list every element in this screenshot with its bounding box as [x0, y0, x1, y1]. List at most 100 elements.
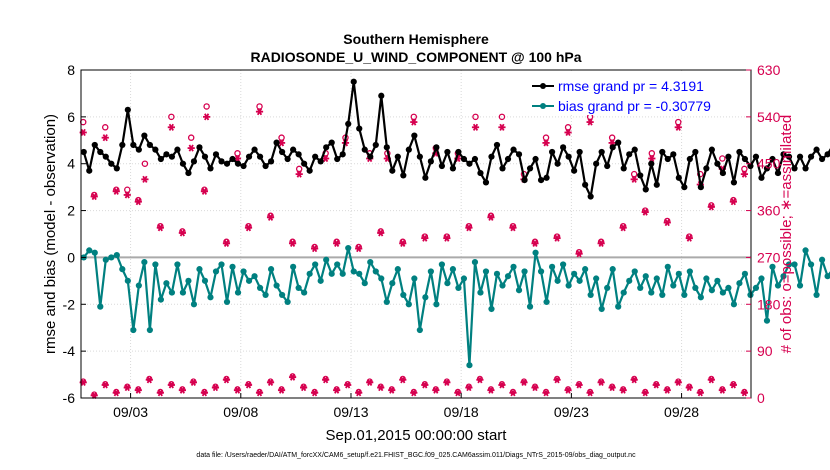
obs-assimilated-marker [344, 381, 352, 389]
obs-assimilated-marker [211, 384, 220, 392]
bias-point [670, 282, 677, 289]
rmse-point [229, 155, 236, 163]
bias-point [802, 247, 809, 254]
bias-point [179, 289, 187, 296]
rmse-point [383, 144, 390, 151]
obs-assimilated-marker [200, 389, 209, 397]
rmse-point [350, 78, 357, 85]
rmse-point [785, 153, 793, 160]
obs-possible-marker [630, 170, 638, 178]
right-axis-ticks: 0 90 180 270 360 450 540 630 [746, 62, 781, 406]
bias-point [284, 298, 291, 306]
rmse-point [334, 155, 341, 163]
rmse-point [631, 146, 638, 153]
left-tick-label: -6 [63, 390, 76, 406]
bias-point [681, 291, 688, 299]
obs-possible-marker [719, 155, 726, 162]
bias-point [394, 266, 401, 273]
rmse-point [697, 184, 704, 191]
obs-assimilated-marker [112, 187, 120, 195]
obs-assimilated-marker [509, 224, 517, 232]
bias-point [747, 291, 754, 299]
rmse-point [416, 153, 423, 160]
rmse-point [152, 146, 159, 153]
rmse-point [554, 160, 561, 167]
obs-assimilated-marker [178, 386, 186, 394]
rmse-point [301, 160, 308, 167]
obs-assimilated-marker [222, 376, 231, 384]
rmse-point [317, 158, 324, 165]
obs-assimilated-marker [542, 389, 550, 397]
bias-point [113, 251, 120, 259]
right-tick-label: 180 [757, 296, 781, 312]
bias-point [587, 291, 594, 299]
obs-possible-marker [542, 134, 550, 141]
bias-point [714, 277, 721, 284]
bias-point [725, 284, 732, 291]
obs-assimilated-marker [630, 376, 638, 384]
rmse-point [163, 151, 170, 158]
x-tick-label: 09/13 [333, 404, 368, 420]
rmse-point [510, 146, 517, 153]
rmse-point [361, 146, 368, 153]
rmse-point [284, 155, 291, 163]
rmse-point [482, 179, 490, 186]
bias-point [163, 280, 170, 287]
obs-assimilated-marker [729, 198, 737, 206]
obs-assimilated-marker [707, 203, 715, 211]
bias-point [212, 268, 220, 275]
rmse-point [471, 155, 479, 163]
rmse-point [378, 92, 385, 99]
bias-point [444, 280, 451, 287]
data-file-footer: data file: /Users/raeder/DAI/ATM_forcXX/… [196, 452, 636, 459]
rmse-point [615, 139, 622, 146]
rmse-point [736, 148, 743, 156]
rmse-point [196, 144, 203, 151]
obs-assimilated-marker [432, 386, 440, 394]
bias-point [703, 275, 710, 282]
obs-assimilated-marker [652, 381, 660, 389]
bias-point [102, 256, 109, 263]
obs-assimilated-marker [685, 234, 693, 242]
bias-point [146, 326, 153, 334]
obs-assimilated-marker [244, 381, 253, 389]
rmse-point [521, 177, 528, 184]
rmse-point [256, 153, 264, 160]
bias-point [791, 261, 798, 268]
bias-point [405, 301, 412, 308]
obs-assimilated-marker [729, 381, 737, 389]
rmse-point [328, 139, 335, 146]
left-axis-label: rmse and bias (model - observation) [42, 114, 59, 354]
rmse-point [488, 153, 495, 160]
obs-assimilated-marker [366, 378, 374, 386]
rmse-point [86, 167, 93, 174]
rmse-point [201, 153, 209, 160]
bias-point [593, 275, 600, 282]
bias-point [571, 270, 578, 277]
rmse-point [422, 174, 429, 181]
bias-point [411, 275, 418, 282]
obs-assimilated-marker [707, 376, 715, 384]
chart-subtitle: RADIOSONDE_U_WIND_COMPONENT @ 100 hPa [250, 49, 581, 65]
rmse-point [548, 148, 556, 156]
bias-point [488, 305, 495, 313]
obs-assimilated-marker [123, 191, 131, 199]
obs-assimilated-marker [648, 154, 656, 163]
obs-assimilated-marker [575, 381, 583, 389]
rmse-point [389, 167, 396, 174]
rmse-point [356, 125, 363, 132]
rmse-point [791, 165, 798, 172]
legend-rmse-label: rmse grand pr = 4.3191 [558, 78, 704, 94]
rmse-point [185, 169, 192, 177]
rmse-point [124, 106, 131, 113]
bias-point [168, 289, 176, 296]
rmse-point [515, 151, 523, 158]
bias-point [422, 294, 429, 301]
obs-assimilated-marker [597, 239, 605, 247]
bias-point [218, 261, 225, 268]
rmse-point [747, 162, 754, 170]
rmse-point [620, 165, 627, 172]
right-tick-label: 540 [757, 109, 781, 125]
obs-assimilated-marker [740, 170, 748, 178]
bias-point [157, 296, 164, 303]
